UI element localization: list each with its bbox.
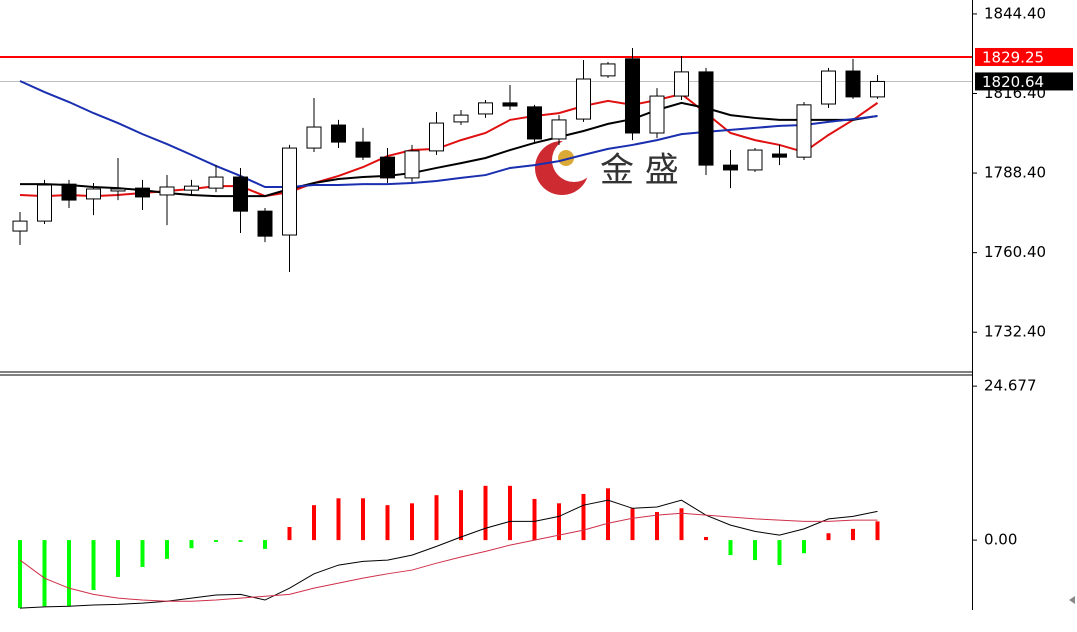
histogram-bar <box>728 540 733 556</box>
candle-body <box>331 124 346 143</box>
histogram-bar <box>140 540 145 567</box>
y-tick-label: 1760.40 <box>984 243 1046 261</box>
candle-body <box>478 102 493 115</box>
histogram-bar <box>189 540 194 549</box>
candle-body <box>698 71 714 166</box>
candle-body <box>576 78 591 120</box>
histogram-bar <box>606 488 610 541</box>
candle-body <box>551 119 567 140</box>
histogram-bar <box>67 540 71 607</box>
candle-body <box>649 95 665 134</box>
histogram-bar <box>287 527 292 541</box>
candle-body <box>796 104 812 158</box>
histogram-bar <box>777 540 782 566</box>
candle-body <box>600 63 616 77</box>
indicator-line <box>20 101 878 198</box>
candle-body <box>527 106 542 140</box>
candle-body <box>257 210 273 237</box>
histogram-bar <box>508 485 512 541</box>
histogram-bar <box>263 540 267 549</box>
candle-body <box>233 176 248 212</box>
candle-body <box>110 188 126 192</box>
candle-body <box>453 114 469 123</box>
histogram-bar <box>875 521 880 541</box>
indicator-line <box>19 80 878 188</box>
logo-cut <box>552 138 596 182</box>
candle-body <box>502 102 518 107</box>
price-label: 1820.64 <box>982 73 1044 91</box>
histogram-bar <box>312 505 316 541</box>
candle-body <box>821 70 836 105</box>
candle-body <box>282 147 297 236</box>
histogram-bar <box>532 498 537 541</box>
histogram-bar <box>434 495 439 541</box>
logo-dot <box>558 150 574 166</box>
y-tick-label: 24.677 <box>984 377 1037 395</box>
scroll-arrow <box>1069 596 1075 604</box>
indicator-line <box>19 512 878 602</box>
candle-body <box>723 164 738 171</box>
histogram-bar <box>704 536 708 541</box>
candle-body <box>135 187 150 198</box>
histogram-bar <box>459 490 463 541</box>
y-tick-label: 1816.40 <box>984 84 1046 102</box>
y-tick-label: 1788.40 <box>984 164 1046 182</box>
price-label: 1829.25 <box>982 48 1044 66</box>
candle-body <box>625 58 640 134</box>
histogram-bar <box>116 540 120 577</box>
watermark: 金 盛 <box>600 151 679 191</box>
y-tick-label: 1844.40 <box>984 4 1046 22</box>
histogram-bar <box>851 528 855 541</box>
histogram-bar <box>91 540 96 591</box>
indicator-line <box>19 92 879 198</box>
histogram-bar <box>238 540 243 542</box>
histogram-bar <box>214 540 218 542</box>
candle-body <box>429 122 444 152</box>
candle-body <box>674 71 689 97</box>
histogram-bar <box>42 540 47 607</box>
candle-body <box>61 183 77 201</box>
candle-body <box>870 80 885 98</box>
histogram-bar <box>655 512 659 541</box>
candle-body <box>747 149 763 171</box>
histogram-bar <box>18 540 22 609</box>
histogram-bar <box>557 503 561 541</box>
logo <box>535 138 596 195</box>
candle-body <box>380 156 395 179</box>
histogram-bar <box>361 498 365 541</box>
candle-body <box>12 220 28 232</box>
histogram-bar <box>802 540 806 554</box>
histogram-bar <box>336 498 341 541</box>
candle-body <box>355 141 371 158</box>
histogram-bar <box>630 508 635 541</box>
y-tick-label: 1732.40 <box>984 323 1046 341</box>
histogram-bar <box>385 505 390 541</box>
candle-body <box>306 126 322 149</box>
candle-body <box>159 186 175 196</box>
histogram-bar <box>581 493 586 541</box>
histogram-bar <box>679 508 684 541</box>
candle-body <box>86 188 101 200</box>
histogram-bar <box>165 540 169 559</box>
candle-body <box>184 185 199 191</box>
candle-body <box>208 176 224 189</box>
candle-body <box>845 70 861 98</box>
y-tick-label: 0.00 <box>984 531 1017 549</box>
candle-body <box>404 150 420 179</box>
histogram-bar <box>826 533 831 541</box>
histogram-bar <box>483 485 488 541</box>
candle-body <box>37 184 52 222</box>
histogram-bar <box>410 503 414 541</box>
price-label-box <box>975 47 1073 66</box>
indicator-line <box>19 499 878 609</box>
histogram-bar <box>753 540 757 561</box>
price-label-box <box>975 72 1073 91</box>
candle-body <box>772 153 787 158</box>
